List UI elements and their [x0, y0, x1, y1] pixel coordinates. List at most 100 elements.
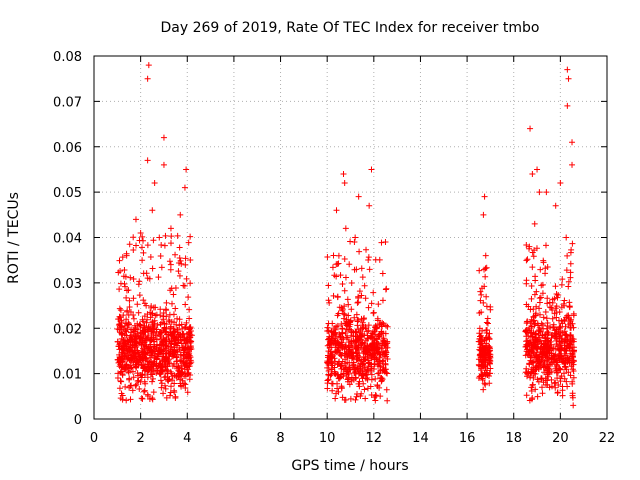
data-point: [356, 334, 363, 341]
data-point: [550, 345, 557, 352]
data-point: [325, 328, 332, 335]
data-point: [157, 361, 164, 368]
data-point: [349, 349, 356, 356]
data-point: [174, 348, 181, 355]
data-point: [160, 161, 167, 168]
data-point: [364, 351, 371, 358]
data-point: [162, 232, 169, 239]
data-point: [528, 370, 535, 377]
data-point: [543, 343, 550, 350]
data-point: [549, 315, 556, 322]
data-point: [347, 395, 354, 402]
data-point: [523, 241, 530, 248]
data-point: [537, 294, 544, 301]
data-point: [553, 309, 560, 316]
data-point: [346, 344, 353, 351]
data-point: [379, 336, 386, 343]
data-point: [165, 376, 172, 383]
data-point: [569, 320, 576, 327]
data-point: [183, 346, 190, 353]
data-point: [545, 330, 552, 337]
data-point: [540, 362, 547, 369]
data-point: [355, 193, 362, 200]
data-point: [136, 385, 143, 392]
data-point: [344, 376, 351, 383]
data-point: [561, 370, 568, 377]
data-point: [353, 333, 360, 340]
data-point: [334, 372, 341, 379]
data-point: [542, 308, 549, 315]
data-point: [181, 373, 188, 380]
y-tick-label: 0.03: [53, 277, 82, 292]
data-point: [371, 348, 378, 355]
data-point: [181, 184, 188, 191]
data-point: [186, 363, 193, 370]
data-point: [171, 389, 178, 396]
data-point: [353, 393, 360, 400]
data-point: [117, 377, 124, 384]
data-point: [552, 305, 559, 312]
data-point: [365, 357, 372, 364]
data-point: [176, 322, 183, 329]
data-point: [333, 207, 340, 214]
data-point: [167, 349, 174, 356]
data-point: [115, 343, 122, 350]
data-point: [559, 320, 566, 327]
data-point: [130, 374, 137, 381]
data-point: [570, 368, 577, 375]
y-axis-label: ROTI / TECUs: [6, 192, 22, 284]
data-point: [350, 361, 357, 368]
y-tick-label: 0.04: [53, 232, 82, 247]
data-point: [342, 320, 349, 327]
data-point: [539, 354, 546, 361]
data-point: [565, 357, 572, 364]
data-point: [163, 394, 170, 401]
data-point: [127, 329, 134, 336]
y-tick-label: 0.06: [53, 141, 82, 156]
data-point: [153, 344, 160, 351]
data-point: [123, 397, 130, 404]
data-point: [149, 326, 156, 333]
data-point: [152, 312, 159, 319]
data-point: [339, 330, 346, 337]
data-point: [480, 386, 487, 393]
data-point: [118, 378, 125, 385]
data-point: [346, 323, 353, 330]
data-point: [161, 374, 168, 381]
data-point: [115, 269, 122, 276]
data-point: [524, 326, 531, 333]
data-point: [144, 366, 151, 373]
x-tick-label: 14: [412, 431, 429, 446]
data-point: [342, 342, 349, 349]
data-point: [523, 280, 530, 287]
data-point: [539, 290, 546, 297]
data-point: [482, 273, 489, 280]
data-point: [161, 242, 168, 249]
data-point: [340, 170, 347, 177]
data-point: [160, 313, 167, 320]
data-point: [168, 331, 175, 338]
data-point: [363, 371, 370, 378]
data-point: [176, 260, 183, 267]
data-point: [375, 340, 382, 347]
data-point: [117, 395, 124, 402]
data-point: [131, 328, 138, 335]
data-point: [127, 396, 134, 403]
data-point: [478, 373, 485, 380]
data-point: [327, 353, 334, 360]
data-point: [557, 342, 564, 349]
data-point: [140, 318, 147, 325]
data-point: [535, 338, 542, 345]
data-point: [365, 327, 372, 334]
data-point: [135, 361, 142, 368]
data-point: [369, 335, 376, 342]
data-point: [174, 327, 181, 334]
data-point: [527, 374, 534, 381]
data-point: [182, 301, 189, 308]
data-point: [484, 367, 491, 374]
data-point: [133, 242, 140, 249]
data-point: [154, 367, 161, 374]
data-point: [543, 189, 550, 196]
data-point: [565, 283, 572, 290]
data-point: [564, 252, 571, 259]
